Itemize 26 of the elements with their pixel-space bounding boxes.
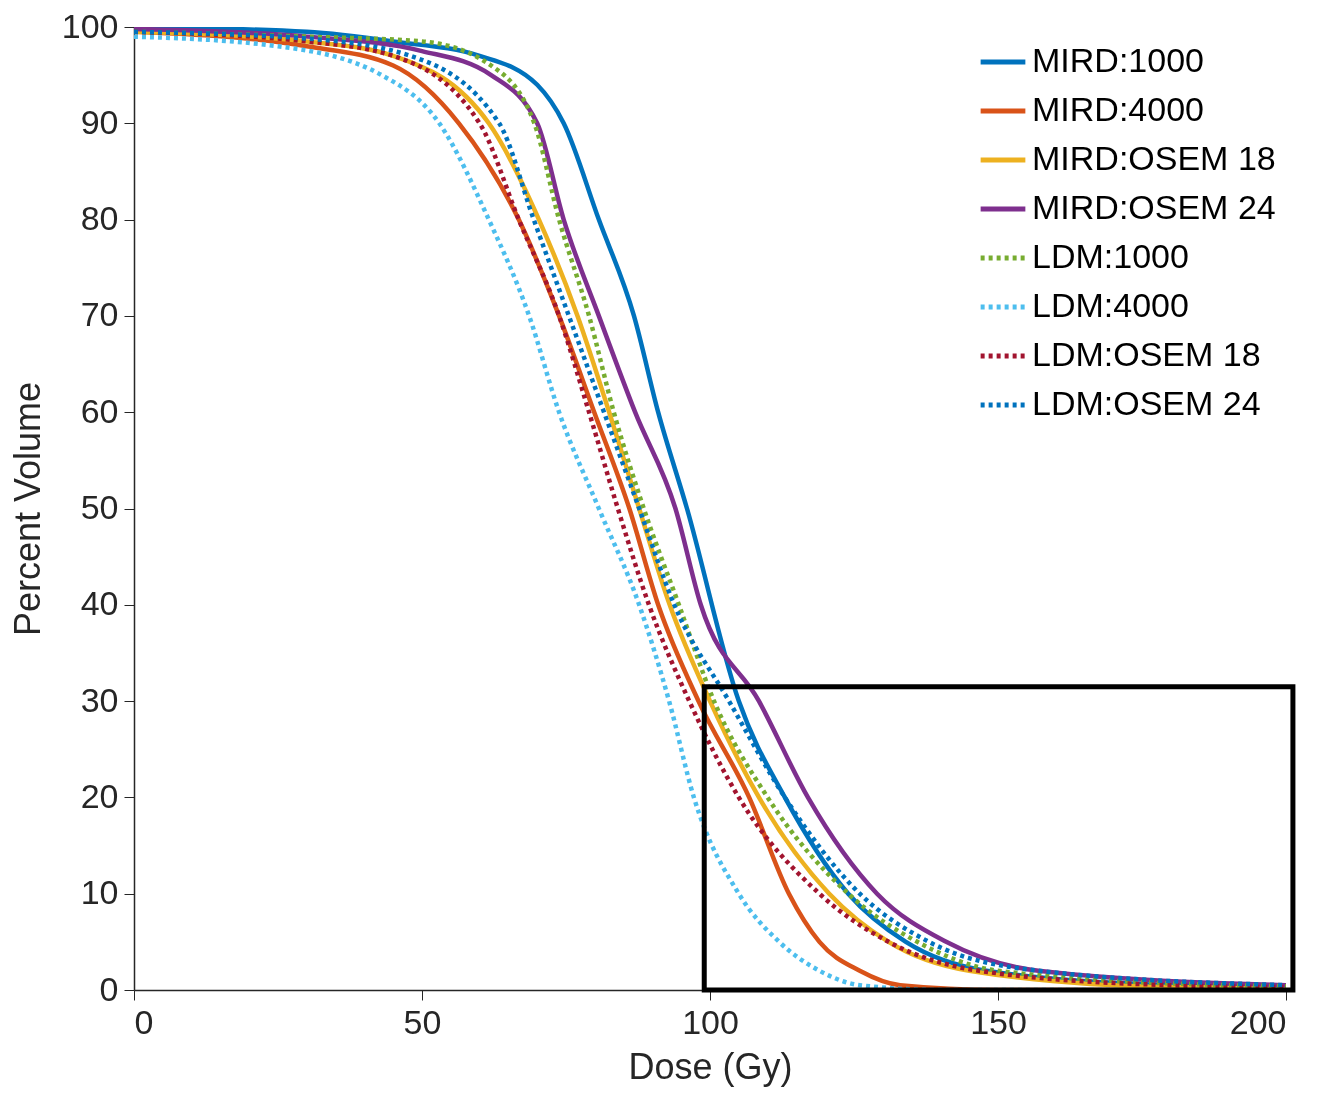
y-tick-label: 80 <box>80 199 119 238</box>
legend-label: LDM:OSEM 24 <box>1032 384 1261 422</box>
y-tick-label: 40 <box>80 584 119 623</box>
legend-label: MIRD:4000 <box>1032 90 1204 128</box>
legend-label: MIRD:OSEM 18 <box>1032 139 1276 177</box>
y-tick-label: 20 <box>80 776 119 815</box>
legend-label: LDM:1000 <box>1032 237 1189 275</box>
x-tick-label: 0 <box>134 1002 154 1041</box>
legend-label: LDM:OSEM 18 <box>1032 335 1261 373</box>
x-tick-label: 200 <box>1229 1002 1287 1041</box>
legend-label: LDM:4000 <box>1032 286 1189 324</box>
x-tick-label: 150 <box>970 1002 1027 1041</box>
legend-label: MIRD:OSEM 24 <box>1032 188 1276 226</box>
y-tick-label: 70 <box>80 295 119 334</box>
y-tick-label: 90 <box>80 102 119 141</box>
y-axis-title: Percent Volume <box>6 381 48 637</box>
y-tick-label: 100 <box>61 6 119 45</box>
y-tick-label: 30 <box>80 680 119 719</box>
x-tick-label: 100 <box>682 1002 739 1041</box>
y-tick-label: 0 <box>99 969 119 1008</box>
y-tick-label: 60 <box>80 391 119 430</box>
x-axis-title: Dose (Gy) <box>628 1045 793 1087</box>
y-tick-label: 10 <box>80 873 119 912</box>
x-tick-label: 50 <box>403 1002 442 1041</box>
legend-label: MIRD:1000 <box>1032 41 1204 79</box>
y-tick-label: 50 <box>80 488 119 526</box>
